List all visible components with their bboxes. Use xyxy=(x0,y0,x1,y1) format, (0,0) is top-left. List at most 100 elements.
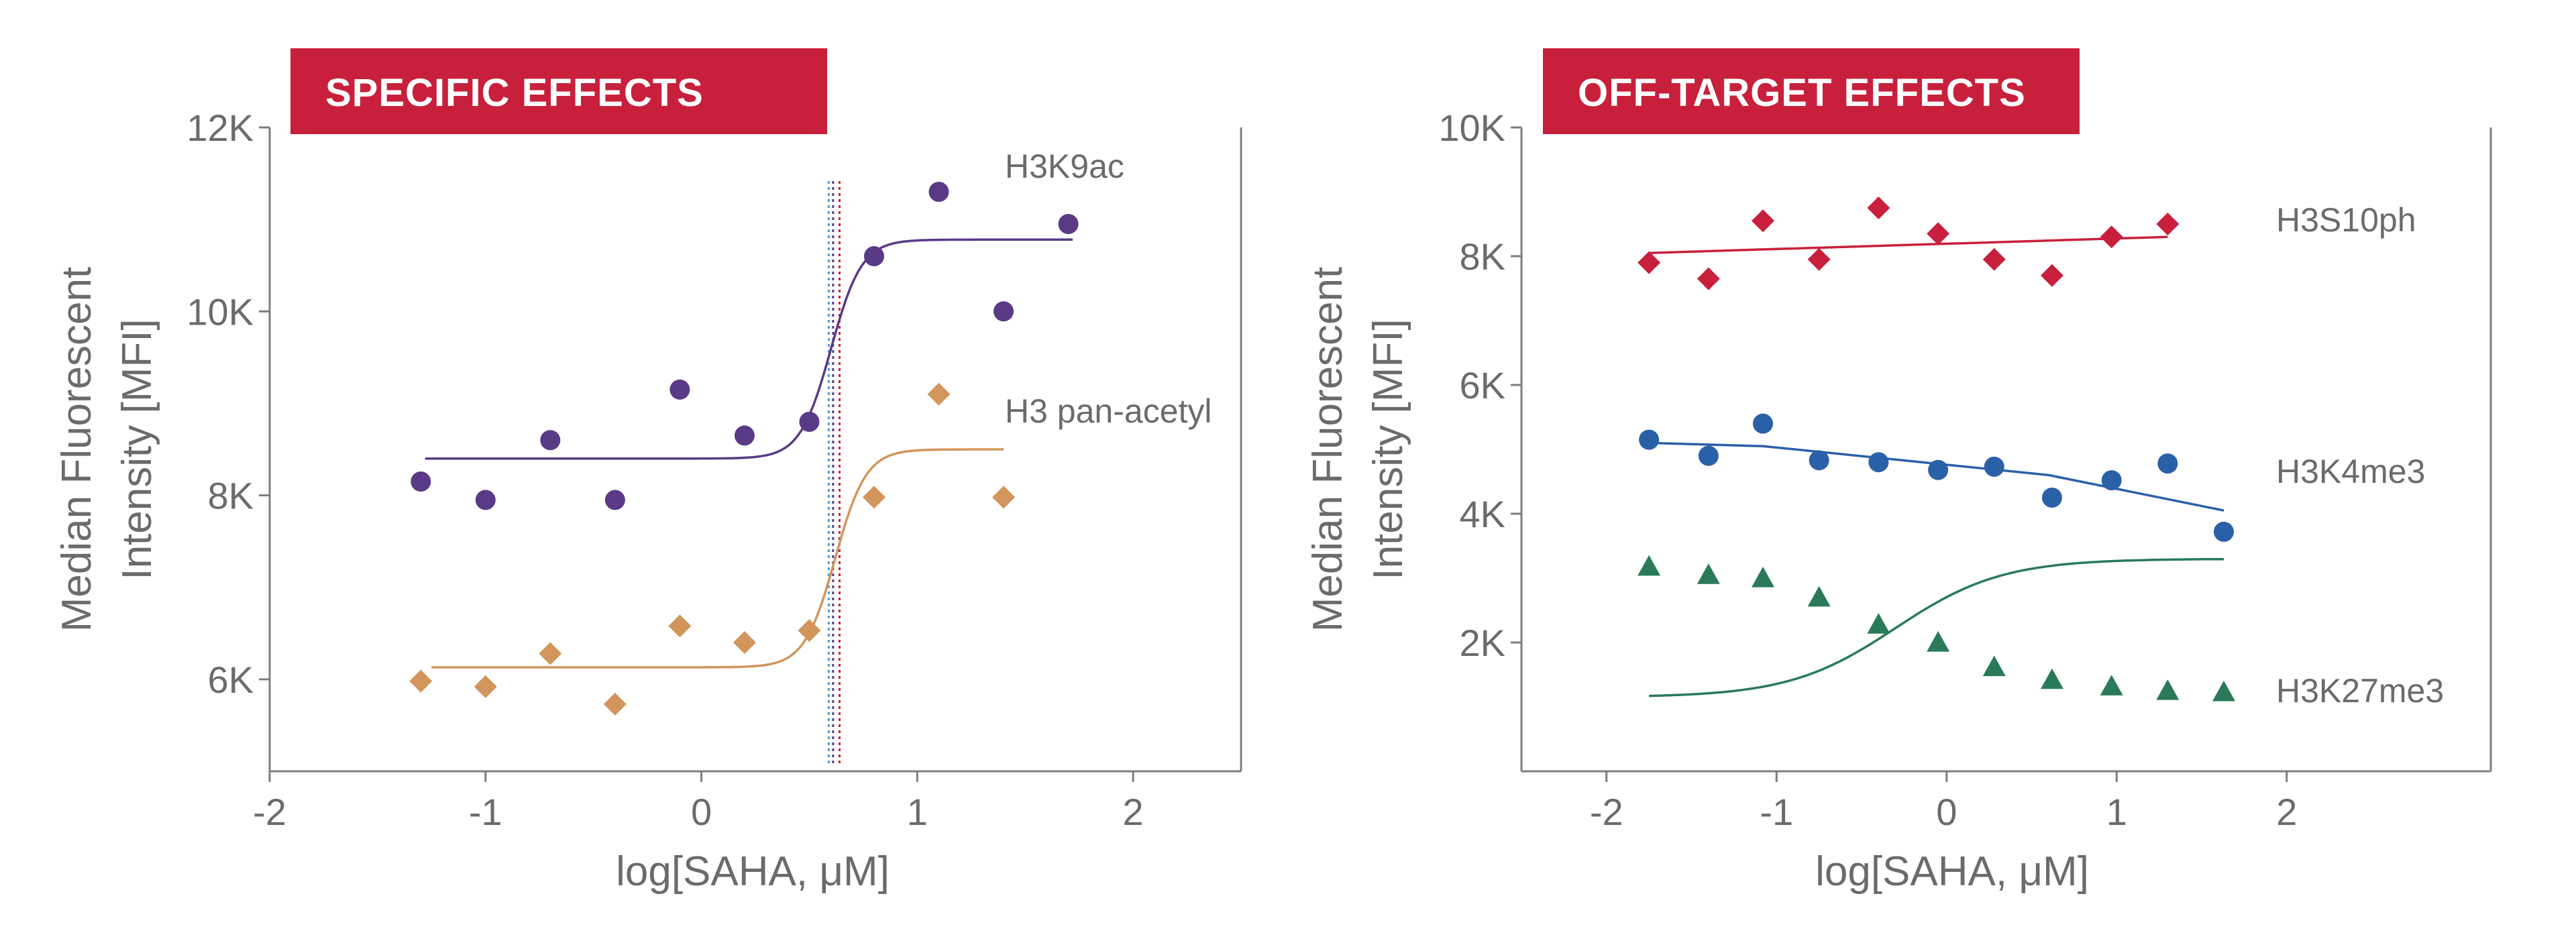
right-y-tick-label: 10K xyxy=(1438,107,1505,149)
right-x-tick-label: 1 xyxy=(2106,791,2127,833)
right-y-axis-label-line-1: Median Fluorescent xyxy=(1305,267,1351,632)
right-point-h3k27me3 xyxy=(2156,679,2180,700)
right-x-tick-label: -2 xyxy=(1590,791,1623,833)
left-point-h3k9ac xyxy=(994,301,1014,322)
left-axes xyxy=(268,127,1242,773)
left-point-h3-pan-acetyl xyxy=(992,486,1016,509)
left-point-h3-pan-acetyl xyxy=(474,675,497,698)
right-point-h3k27me3 xyxy=(1697,563,1720,584)
right-point-h3k4me3 xyxy=(2213,521,2234,542)
right-title-background xyxy=(1543,48,2080,134)
left-point-h3-pan-acetyl xyxy=(798,619,821,643)
left-y-tick-label: 8K xyxy=(208,475,254,517)
right-y-tick-label: 8K xyxy=(1460,235,1506,278)
left-ticks: -2 -1 0 1 2 6K 8K 10K 12K xyxy=(186,107,1143,833)
right-point-h3s10ph xyxy=(2040,264,2063,287)
left-point-h3k9ac xyxy=(1058,214,1079,234)
left-point-h3-pan-acetyl xyxy=(862,486,885,509)
left-point-h3k9ac xyxy=(669,379,690,400)
left-x-tick-label: 0 xyxy=(691,791,712,833)
left-point-h3-pan-acetyl xyxy=(927,382,951,406)
right-x-axis-label: log[SAHA, μM] xyxy=(1815,848,2089,895)
right-point-h3s10ph xyxy=(1751,209,1774,233)
right-point-h3s10ph xyxy=(1697,267,1720,290)
left-series-label-h3-pan-acetyl: H3 pan-acetyl xyxy=(1005,392,1212,430)
right-fit-curve-h3s10ph xyxy=(1649,235,2168,254)
left-point-h3-pan-acetyl xyxy=(733,631,756,654)
right-ticks: -2 -1 0 1 2 2K 4K 6K 8K 10K xyxy=(1438,107,2297,833)
left-point-h3k9ac xyxy=(799,411,820,432)
right-point-h3k4me3 xyxy=(2157,453,2178,474)
left-x-axis-label: log[SAHA, μM] xyxy=(616,848,890,895)
right-point-h3s10ph xyxy=(1867,197,1890,219)
right-series-label-h3s10ph: H3S10ph xyxy=(2276,201,2416,239)
right-point-h3k4me3 xyxy=(2101,470,2122,491)
right-point-h3s10ph xyxy=(1638,251,1661,274)
right-point-h3k27me3 xyxy=(2212,680,2235,702)
left-x-tick-label: -1 xyxy=(469,791,502,833)
left-y-tick-label: 12K xyxy=(186,107,254,149)
left-point-h3-pan-acetyl xyxy=(539,642,562,665)
right-point-h3k4me3 xyxy=(2041,488,2062,508)
right-point-h3k4me3 xyxy=(1752,413,1773,434)
left-series-label-h3k9ac: H3K9ac xyxy=(1005,148,1124,185)
left-point-h3k9ac xyxy=(928,182,949,202)
right-plot-area xyxy=(1638,197,2235,702)
left-point-h3k9ac xyxy=(734,425,755,446)
right-y-tick-label: 2K xyxy=(1460,622,1506,664)
left-point-h3k9ac xyxy=(411,471,431,492)
left-y-axis-label-line-1: Median Fluorescent xyxy=(54,267,100,632)
left-x-tick-label: -2 xyxy=(253,791,286,833)
right-axes xyxy=(1520,127,2492,773)
left-title-banner: SPECIFIC EFFECTS xyxy=(290,48,827,134)
right-point-h3s10ph xyxy=(2100,225,2123,249)
right-y-tick-label: 6K xyxy=(1460,364,1506,406)
right-point-h3k27me3 xyxy=(1638,555,1661,576)
right-fit-curve-h3k4me3 xyxy=(1649,441,2224,512)
left-point-h3-pan-acetyl xyxy=(668,614,692,638)
left-fit-curve-h3k9ac xyxy=(425,238,1073,460)
left-chart-title: SPECIFIC EFFECTS xyxy=(325,71,704,115)
right-point-h3k4me3 xyxy=(1698,445,1719,466)
right-point-h3s10ph xyxy=(1982,247,2006,271)
left-chart: -2 -1 0 1 2 6K 8K 10K 12K SPECIFIC EFFECTS log[S… xyxy=(54,48,1242,895)
right-point-h3s10ph xyxy=(1807,247,1831,271)
right-x-tick-label: 2 xyxy=(2276,791,2297,833)
left-fit-curve-h3-pan-acetyl xyxy=(431,448,1004,669)
left-point-h3-pan-acetyl xyxy=(603,692,627,716)
right-point-h3k27me3 xyxy=(1982,655,2006,677)
right-point-h3k27me3 xyxy=(1867,613,1890,634)
right-point-h3k4me3 xyxy=(1868,452,1889,473)
left-y-tick-label: 6K xyxy=(208,659,254,701)
right-point-h3k27me3 xyxy=(1927,631,1950,652)
left-point-h3k9ac xyxy=(863,246,884,266)
right-point-h3k27me3 xyxy=(2040,668,2063,689)
left-plot-area xyxy=(409,182,1079,716)
right-y-axis-label-line-2: Intensity [MFI] xyxy=(1365,319,1411,579)
left-title-background xyxy=(290,48,827,134)
left-x-tick-label: 1 xyxy=(907,791,928,833)
right-point-h3k4me3 xyxy=(1809,450,1829,471)
right-point-h3k4me3 xyxy=(1639,429,1660,450)
right-fit-curve-h3k27me3 xyxy=(1649,557,2224,698)
right-point-h3k4me3 xyxy=(1928,459,1949,480)
right-series-label-h3k27me3: H3K27me3 xyxy=(2276,672,2444,710)
right-point-h3s10ph xyxy=(1927,222,1950,245)
right-point-h3k27me3 xyxy=(2100,675,2123,695)
right-point-h3k4me3 xyxy=(1984,456,2004,477)
right-chart-title: OFF-TARGET EFFECTS xyxy=(1578,71,2026,115)
right-x-tick-label: 0 xyxy=(1936,791,1957,833)
left-point-h3k9ac xyxy=(540,430,561,451)
right-point-h3k27me3 xyxy=(1751,567,1774,588)
right-point-h3s10ph xyxy=(2156,213,2180,235)
right-series-label-h3k4me3: H3K4me3 xyxy=(2276,453,2425,490)
left-y-axis-label-line-2: Intensity [MFI] xyxy=(114,319,160,579)
left-x-tick-label: 2 xyxy=(1123,791,1144,833)
right-chart: -2 -1 0 1 2 2K 4K 6K 8K 10K OFF-TARGET EFFECTS lo… xyxy=(1305,48,2492,895)
right-title-banner: OFF-TARGET EFFECTS xyxy=(1543,48,2080,134)
left-grid-lines xyxy=(827,181,841,765)
right-point-h3k27me3 xyxy=(1807,586,1831,607)
left-y-tick-label: 10K xyxy=(186,290,254,333)
right-x-tick-label: -1 xyxy=(1760,791,1793,833)
